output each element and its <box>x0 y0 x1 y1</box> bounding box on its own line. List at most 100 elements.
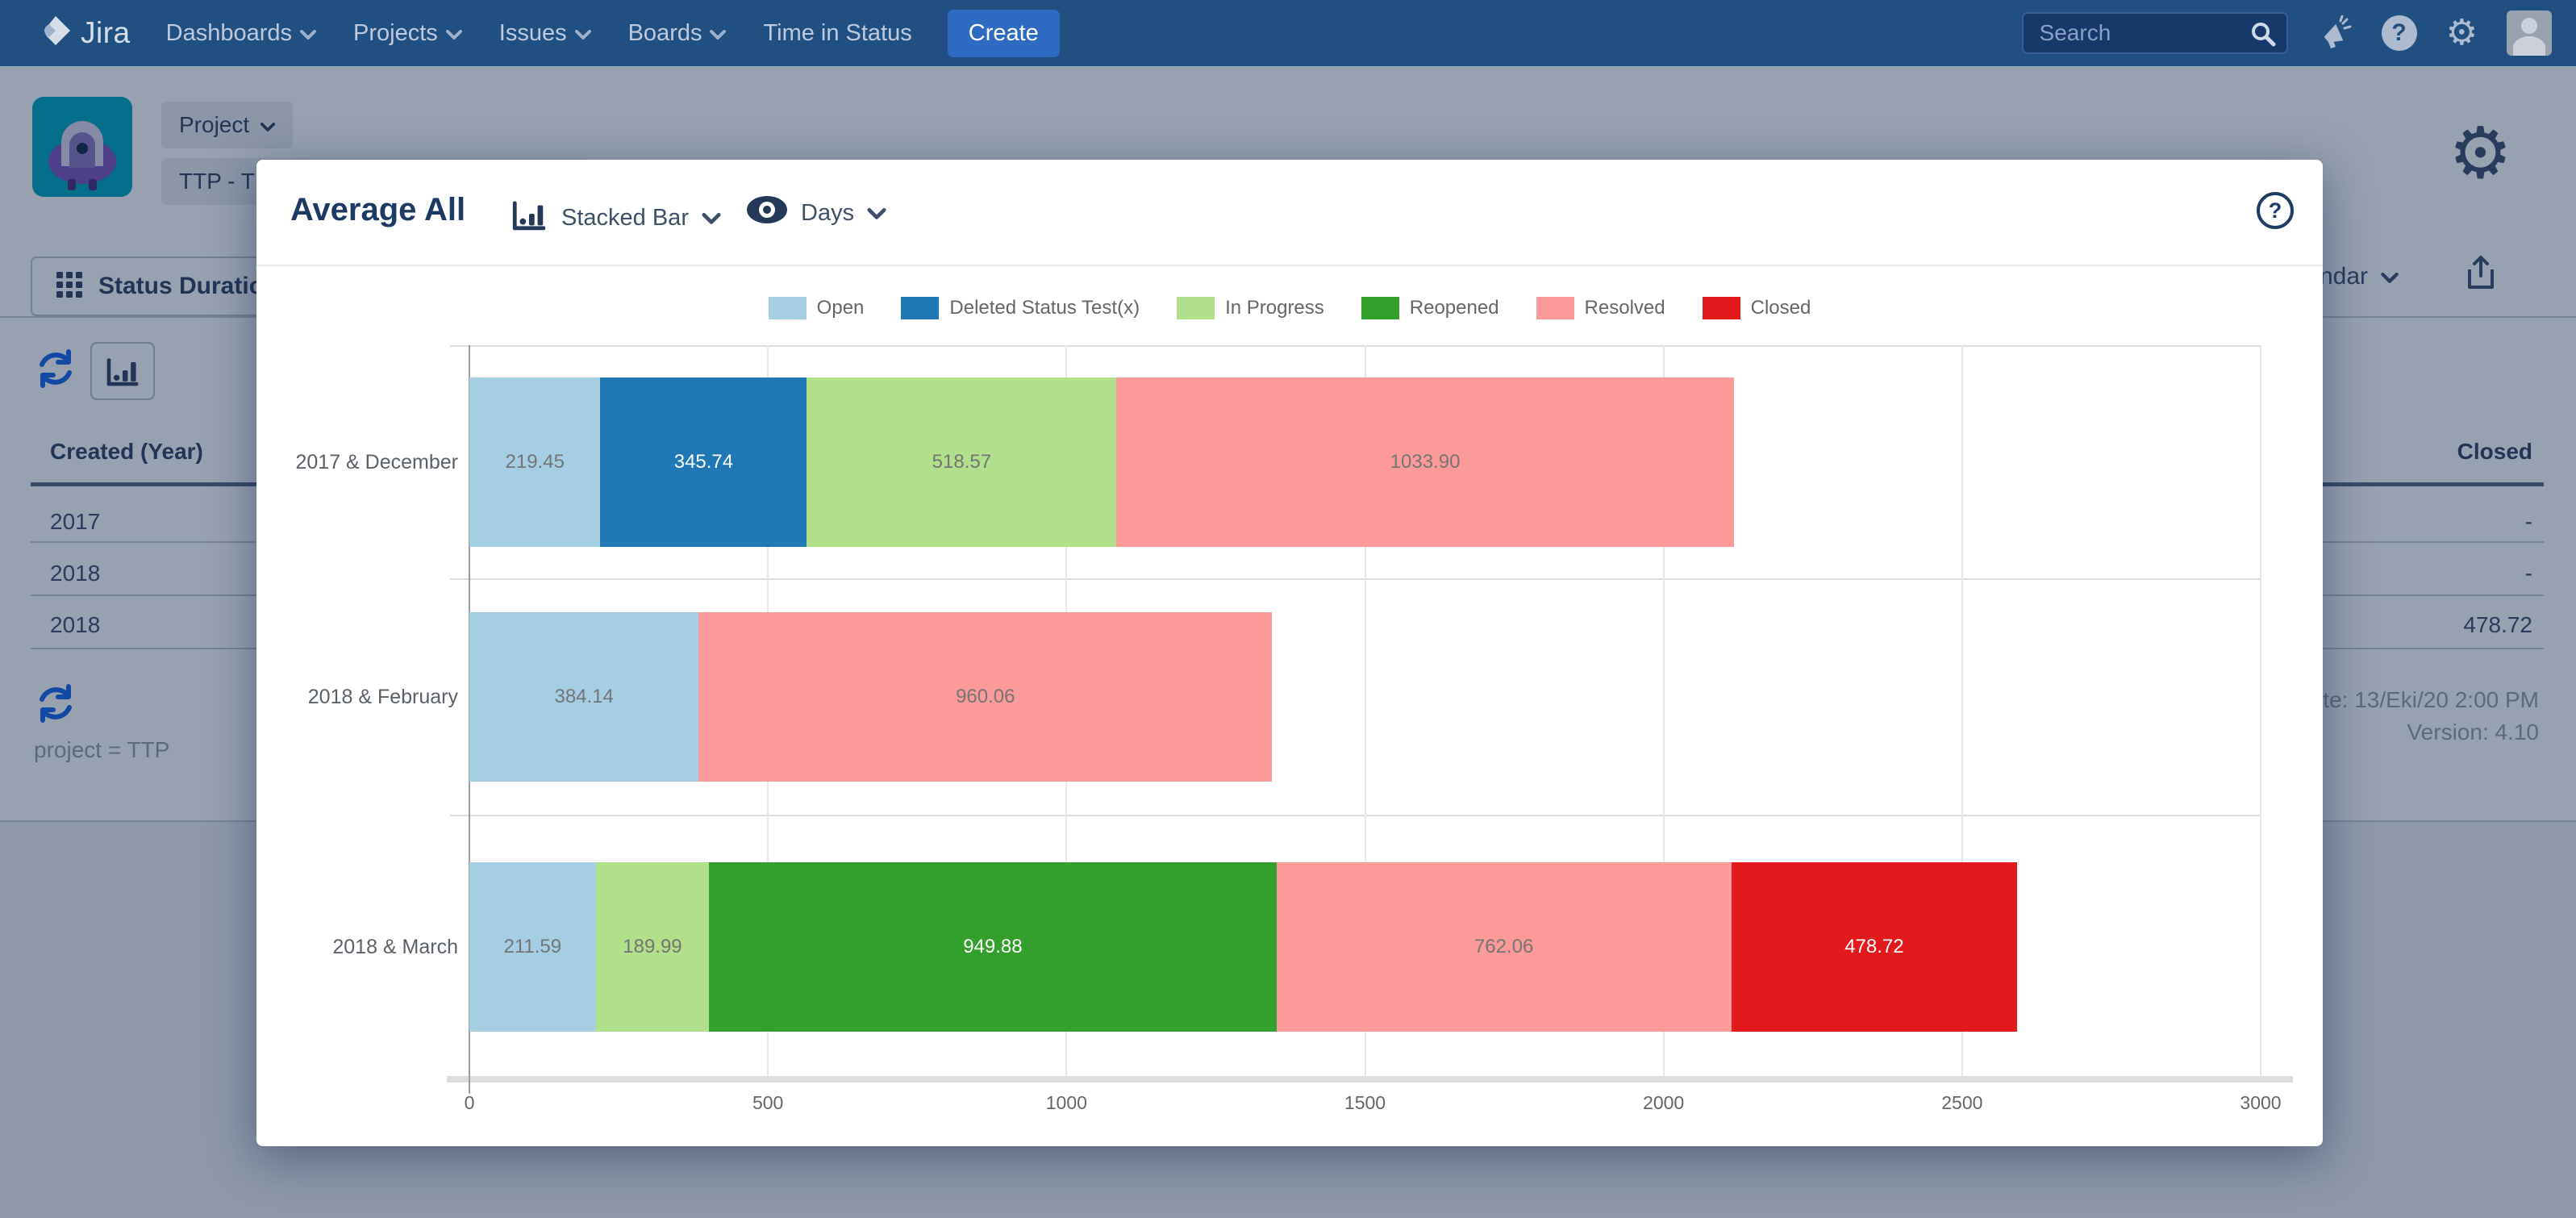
nav-item-issues[interactable]: Issues <box>499 20 591 47</box>
legend-label: In Progress <box>1225 297 1324 319</box>
bar-segment-value: 960.06 <box>956 686 1015 707</box>
nav-item-boards[interactable]: Boards <box>628 20 727 47</box>
table-row-closed-value: - <box>2524 561 2532 586</box>
bar-segment[interactable]: 518.57 <box>807 377 1117 547</box>
page-settings-gear-icon[interactable]: ⚙ <box>2449 111 2512 194</box>
table-row-year: 2018 <box>50 561 101 586</box>
unit-label: Days <box>801 199 855 226</box>
project-dropdown[interactable]: Project <box>161 102 294 148</box>
plot-area: 0 500 1000 1500 2000 2500 3000 2017 & December 2… <box>256 160 2323 1146</box>
plot-gridline-v <box>2260 345 2261 1076</box>
nav-item-label: Boards <box>627 19 702 46</box>
legend-swatch <box>901 297 940 319</box>
bar-segment-value: 219.45 <box>505 451 565 473</box>
x-axis-tick: 2000 <box>1643 1092 1685 1113</box>
x-axis-tick: 1500 <box>1344 1092 1386 1113</box>
project-avatar <box>32 97 132 201</box>
bar-segment[interactable]: 949.88 <box>709 862 1277 1032</box>
nav-item-time-in-status[interactable]: Time in Status <box>763 20 911 47</box>
legend-label: Deleted Status Test(x) <box>949 297 1140 319</box>
calendar-dropdown[interactable]: ndar <box>2320 263 2399 290</box>
legend-item[interactable]: Closed <box>1702 297 1811 319</box>
bar-segment[interactable]: 189.99 <box>595 862 710 1032</box>
row-label: 2018 & February <box>307 685 458 708</box>
bar-segment-value: 345.74 <box>673 451 734 473</box>
legend-label: Resolved <box>1584 297 1665 319</box>
bar-segment-value: 478.72 <box>1844 936 1904 957</box>
table-row-year: 2018 <box>50 612 101 637</box>
calendar-dropdown-label: ndar <box>2320 263 2369 290</box>
announcement-icon[interactable] <box>2317 15 2353 51</box>
nav-menu: Dashboards Projects Issues Boards Time i… <box>166 20 912 47</box>
jira-logo-icon <box>39 15 73 52</box>
filter-query-text: project = TTP <box>34 737 170 762</box>
tab-label: Status Duration <box>98 273 279 299</box>
legend-swatch <box>1361 297 1399 319</box>
top-navbar: Jira Dashboards Projects Issues Boards T… <box>0 0 2576 66</box>
chart-view-button[interactable] <box>90 342 155 400</box>
bar-segment[interactable]: 762.06 <box>1276 862 1732 1032</box>
plot-gridline-h <box>450 578 2261 580</box>
plot-gridline-v <box>1961 345 1963 1076</box>
chevron-down-icon <box>574 20 591 47</box>
bar-segment[interactable]: 1033.90 <box>1116 377 1734 547</box>
bar-segment[interactable]: 384.14 <box>469 612 699 782</box>
search-icon[interactable] <box>2249 20 2277 52</box>
table-row-closed-value: 478.72 <box>2463 612 2532 637</box>
nav-item-label: Issues <box>498 19 567 46</box>
settings-gear-icon[interactable]: ⚙ <box>2445 12 2478 53</box>
user-avatar[interactable] <box>2507 10 2552 56</box>
bar-segment-value: 211.59 <box>503 936 562 957</box>
legend-label: Closed <box>1750 297 1811 319</box>
grid-icon <box>55 270 84 303</box>
legend-item[interactable]: Deleted Status Test(x) <box>901 297 1140 319</box>
refresh-icon[interactable] <box>32 680 79 731</box>
chevron-down-icon <box>2381 263 2399 290</box>
table-header-created-year: Created (Year) <box>50 439 203 464</box>
nav-item-projects[interactable]: Projects <box>353 20 462 47</box>
eye-icon <box>746 195 788 231</box>
jira-logo[interactable]: Jira <box>39 15 131 52</box>
chart-type-dropdown[interactable]: Stacked Bar <box>510 195 721 240</box>
legend-item[interactable]: Reopened <box>1361 297 1499 319</box>
legend-swatch <box>1536 297 1574 319</box>
chart-modal: Average All Stacked Bar <box>256 160 2323 1146</box>
modal-help-icon[interactable]: ? <box>2257 192 2294 229</box>
unit-dropdown[interactable]: Days <box>746 195 886 231</box>
version-text: Version: 4.10 <box>2407 720 2539 745</box>
bar-segment[interactable]: 211.59 <box>469 862 596 1032</box>
stacked-bar-icon <box>510 195 548 240</box>
export-icon[interactable] <box>2465 255 2497 296</box>
legend-item[interactable]: Open <box>768 297 864 319</box>
chevron-down-icon <box>867 200 886 227</box>
plot-gridline-h <box>450 345 2261 347</box>
modal-title: Average All <box>290 192 466 227</box>
bar-segment-value: 1033.90 <box>1390 451 1461 473</box>
plot-gridline-v <box>1364 345 1366 1076</box>
legend-item[interactable]: Resolved <box>1536 297 1665 319</box>
chevron-down-icon <box>445 20 462 47</box>
modal-header-divider <box>256 265 2323 266</box>
chart-legend: Open Deleted Status Test(x) In Progress Reo… <box>256 292 2323 324</box>
create-button[interactable]: Create <box>947 9 1060 57</box>
bar-segment[interactable]: 478.72 <box>1731 862 2018 1032</box>
help-icon[interactable]: ? <box>2381 15 2417 51</box>
legend-item[interactable]: In Progress <box>1177 297 1324 319</box>
x-axis-tick: 1000 <box>1045 1092 1087 1113</box>
search-input[interactable] <box>2021 12 2288 54</box>
legend-swatch <box>768 297 807 319</box>
refresh-icon[interactable] <box>32 345 79 396</box>
bar-segment[interactable]: 219.45 <box>469 377 601 547</box>
search-box <box>2021 12 2288 54</box>
bar-segment[interactable]: 960.06 <box>698 612 1273 782</box>
bar-segment-value: 949.88 <box>963 936 1023 957</box>
nav-item-dashboards[interactable]: Dashboards <box>166 20 316 47</box>
x-axis-tick: 2500 <box>1941 1092 1983 1113</box>
x-axis-tick: 3000 <box>2240 1092 2282 1113</box>
legend-swatch <box>1177 297 1215 319</box>
bar-segment[interactable]: 345.74 <box>600 377 807 547</box>
chevron-down-icon <box>300 20 316 47</box>
navbar-right: ? ⚙ <box>2021 10 2552 56</box>
plot-gridline-h <box>450 815 2261 816</box>
legend-label: Reopened <box>1409 297 1499 319</box>
